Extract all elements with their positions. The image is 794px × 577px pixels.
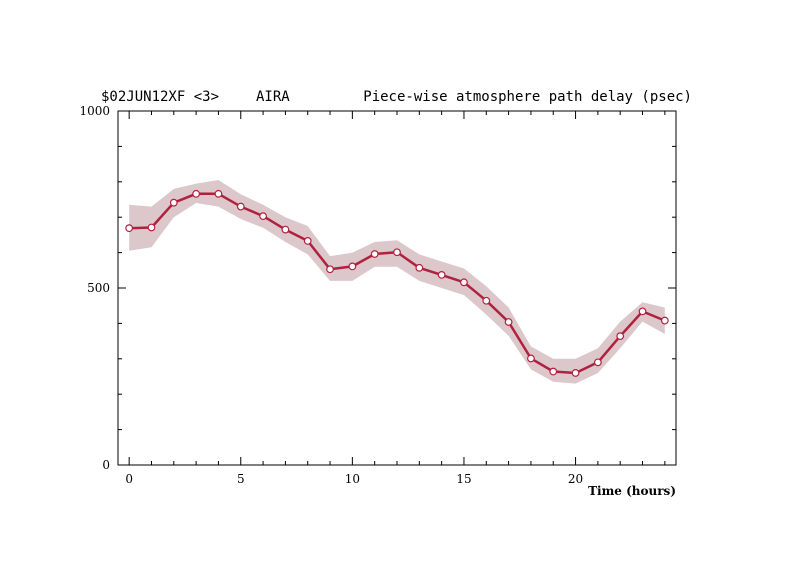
data-point [638,307,647,316]
data-point [549,367,558,376]
chart-title-description: Piece-wise atmosphere path delay (psec) [363,89,692,105]
data-point [326,265,334,274]
data-point [192,189,201,198]
chart-title-antenna: AIRA [256,89,290,105]
x-tick-label: 5 [237,472,245,486]
plot-frame [117,110,677,466]
data-point [147,223,156,232]
data-point [236,202,245,211]
uncertainty-band-layer [129,180,665,384]
data-point [527,354,535,363]
data-point [348,262,357,271]
data-point [393,248,401,257]
data-point [482,296,491,305]
series-line [129,192,666,375]
data-point [616,332,625,341]
data-point [125,224,134,233]
data-point [281,225,290,234]
data-point [571,369,580,377]
uncertainty-band [129,180,665,384]
data-point [504,318,513,326]
data-point [437,271,446,279]
data-point [593,358,602,367]
series-line-layer [129,192,666,375]
x-tick-label: 0 [125,472,133,486]
y-tick-label: 0 [102,458,110,472]
data-point [259,212,267,221]
x-tick-label: 20 [568,472,583,486]
data-point [415,263,424,272]
data-point [169,198,178,207]
data-point [660,316,669,325]
data-point [303,237,312,245]
y-tick-label: 500 [87,281,110,295]
data-point [370,250,379,258]
y-tick-label: 1000 [79,104,110,118]
x-tick-label: 10 [345,472,360,486]
axis-ticks: 0 5 10 15 20 0 500 1000 [79,104,676,486]
data-points [125,189,669,377]
data-point [214,189,223,198]
x-tick-label: 15 [456,472,471,486]
x-axis-label: Time (hours) [588,484,676,498]
chart-title-source: $02JUN12XF <3> [101,89,219,105]
data-point [460,278,468,287]
